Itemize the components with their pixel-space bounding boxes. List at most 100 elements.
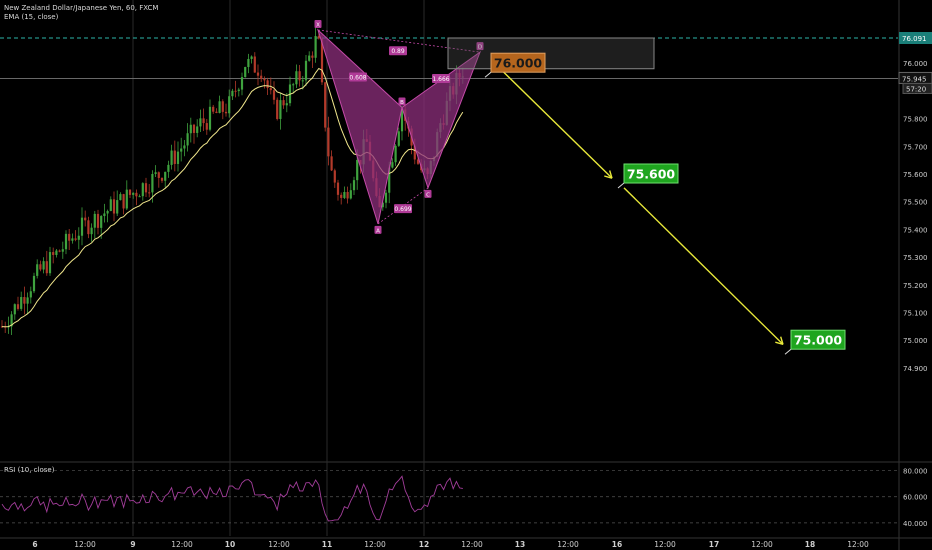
candle-body <box>71 238 74 241</box>
x-tick-label: 16 <box>612 540 622 549</box>
ratio-tag <box>389 46 407 56</box>
candle-body <box>240 77 244 90</box>
y-tick-label: 75.300 <box>903 254 928 262</box>
pattern-point-marker <box>398 97 406 106</box>
y-tick-label: 76.000 <box>903 60 928 68</box>
pattern-point-label: D <box>478 45 482 51</box>
candle-body <box>13 304 16 315</box>
candle-body <box>333 170 336 183</box>
candle-body <box>250 56 253 59</box>
candle-body <box>349 190 352 199</box>
rsi-tick-label: 60.000 <box>903 494 928 502</box>
target-pointer <box>784 348 792 355</box>
candle-body <box>93 213 96 228</box>
x-tick-label: 12:00 <box>847 540 869 549</box>
candle-body <box>74 238 77 240</box>
candle-body <box>269 88 272 91</box>
y-tick-label: 75.600 <box>903 171 928 179</box>
x-tick-label: 11 <box>322 540 332 549</box>
ratio-label: 0.89 <box>391 48 405 55</box>
candle-body <box>340 194 343 198</box>
pattern-point-marker <box>314 19 322 28</box>
forecast-arrow-2-head <box>775 341 784 346</box>
candle-body <box>103 213 106 217</box>
x-tick-label: 12:00 <box>751 540 773 549</box>
candle-body <box>29 291 32 298</box>
candle-body <box>234 90 237 92</box>
pattern-point-label: B <box>400 100 404 106</box>
candle-body <box>122 194 125 209</box>
candle-body <box>16 304 20 309</box>
target-label: 75.600 <box>627 167 676 182</box>
candle-body <box>272 90 276 100</box>
target-label: 75.000 <box>794 333 843 348</box>
candle-body <box>138 196 141 198</box>
candle-body <box>244 67 247 78</box>
candle-body <box>400 109 404 132</box>
countdown-tag-label: 57:20 <box>906 85 926 93</box>
candle-body <box>84 217 87 221</box>
target-box <box>623 163 679 184</box>
candle-body <box>119 194 122 201</box>
candle-body <box>176 151 180 164</box>
y-tick-label: 75.200 <box>903 282 928 290</box>
candle-body <box>87 220 90 235</box>
level-tag <box>899 32 932 44</box>
candle-body <box>192 124 196 133</box>
x-tick-label: 9 <box>130 540 135 549</box>
candle-body <box>157 172 160 178</box>
candle-body <box>39 264 42 270</box>
candle-body <box>10 314 13 327</box>
candle-body <box>391 162 394 168</box>
candle-body <box>36 264 39 276</box>
candle-body <box>202 118 205 124</box>
candle-body <box>282 100 285 106</box>
candle-body <box>416 159 420 164</box>
ratio-tag <box>432 73 450 83</box>
last-price-tag-label: 75.945 <box>902 75 927 83</box>
ratio-label: 1.666 <box>432 76 449 83</box>
candle-body <box>308 55 311 61</box>
candle-body <box>109 199 112 211</box>
rsi-line <box>1 475 463 522</box>
candle-body <box>384 192 388 203</box>
candle-body <box>327 127 330 157</box>
candle-body <box>96 213 100 228</box>
ratio-label: 0.608 <box>349 75 366 82</box>
forecast-arrow-2-head <box>780 336 784 345</box>
target-label: 76.000 <box>494 56 543 71</box>
x-tick-label: 12:00 <box>654 540 676 549</box>
candle-body <box>279 100 282 119</box>
candle-body <box>276 99 279 119</box>
candle-body <box>295 71 298 85</box>
x-tick-label: 12:00 <box>461 540 483 549</box>
candle-body <box>221 101 224 112</box>
candle-body <box>32 275 36 292</box>
candle-body <box>231 90 234 97</box>
rsi-tick-label: 80.000 <box>903 468 928 476</box>
x-tick-label: 10 <box>225 540 235 549</box>
rsi-legend: RSI (10, close) <box>4 466 55 474</box>
symbol-title: New Zealand Dollar/Japanese Yen, 60, FXC… <box>4 4 159 12</box>
candle-body <box>266 80 269 89</box>
candle-body <box>218 101 221 113</box>
candle-body <box>253 56 256 73</box>
countdown-tag <box>902 82 932 94</box>
candle-body <box>42 261 45 270</box>
pattern-xd-line <box>317 29 481 53</box>
candle-body <box>48 252 52 274</box>
candle-body <box>154 172 157 174</box>
candle-body <box>183 145 186 149</box>
candle-body <box>301 80 304 82</box>
candle-body <box>61 249 64 252</box>
candle-body <box>356 160 359 181</box>
y-tick-label: 75.100 <box>903 310 928 318</box>
candle-body <box>224 111 228 114</box>
level-tag-label: 76.091 <box>902 35 927 43</box>
y-tick-label: 75.000 <box>903 337 928 345</box>
candle-body <box>148 192 151 194</box>
candle-body <box>292 84 295 86</box>
candle-body <box>112 199 116 214</box>
pattern-bcd <box>401 50 482 190</box>
